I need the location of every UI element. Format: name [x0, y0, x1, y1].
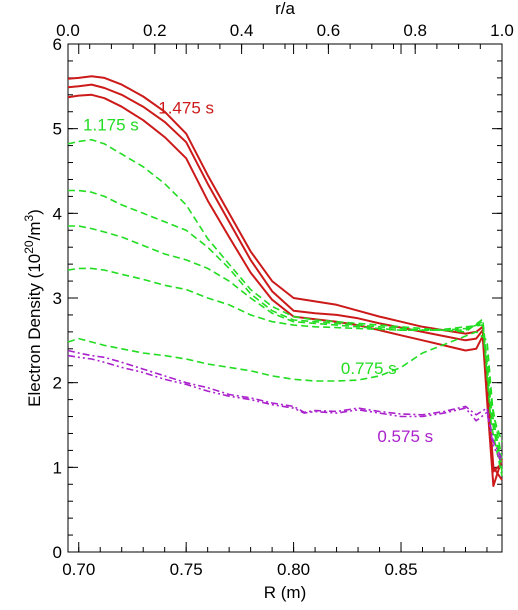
top-axis-label: r/a [275, 0, 295, 18]
series-annotation: 1.175 s [83, 115, 139, 134]
x2-tick-label: 1.0 [490, 21, 514, 40]
y-axis-label-sup2: 3 [22, 215, 36, 222]
y-tick-label: 5 [53, 120, 62, 139]
x2-tick-label: 0.6 [317, 21, 341, 40]
y-tick-label: 6 [53, 35, 62, 54]
x-tick-label: 0.70 [62, 560, 95, 579]
axis-ticks: 0.70 0.75 0.80 0.85 0.0 0.2 0.4 0.6 0.8 1.0 0 1 2 3 4 5… [53, 21, 514, 579]
x-axis-label: R (m) [264, 583, 306, 602]
series-annotation: 0.775 s [341, 359, 397, 378]
series-line [68, 225, 503, 472]
series-line [67, 138, 503, 460]
series-line [67, 354, 503, 464]
y-axis-label-end: ) [25, 209, 44, 215]
series-line [67, 349, 503, 460]
y-tick-label: 3 [53, 289, 62, 308]
y-axis-label-mid: /m [25, 222, 44, 241]
series-line [67, 75, 503, 481]
y-axis-label-main: Electron Density (10 [25, 254, 44, 407]
x-tick-label: 0.75 [170, 560, 203, 579]
series-annotation: 1.475 s [158, 98, 214, 117]
y-tick-label: 4 [53, 204, 62, 223]
series-line [67, 267, 503, 476]
annotation-layer: 1.475 s 1.175 s 0.775 s 0.575 s [83, 98, 433, 446]
x2-tick-label: 0.0 [56, 21, 80, 40]
x-tick-label: 0.80 [277, 560, 310, 579]
y-tick-label: 2 [53, 374, 62, 393]
y-tick-label: 0 [53, 543, 62, 562]
y-axis-label: Electron Density (1020/m3) [22, 209, 44, 407]
y-axis-label-sup1: 20 [22, 240, 36, 254]
plot-area: 0.70 0.75 0.80 0.85 0.0 0.2 0.4 0.6 0.8 1.0 0 1 2 3 4 5… [53, 21, 514, 579]
series-annotation: 0.575 s [377, 427, 433, 446]
x2-tick-label: 0.8 [403, 21, 427, 40]
x-tick-label: 0.85 [384, 560, 417, 579]
y-tick-label: 1 [53, 458, 62, 477]
series-line [67, 331, 503, 443]
x2-tick-label: 0.4 [230, 21, 254, 40]
x2-tick-label: 0.2 [143, 21, 167, 40]
series-layer [67, 75, 503, 487]
series-line [67, 83, 503, 473]
